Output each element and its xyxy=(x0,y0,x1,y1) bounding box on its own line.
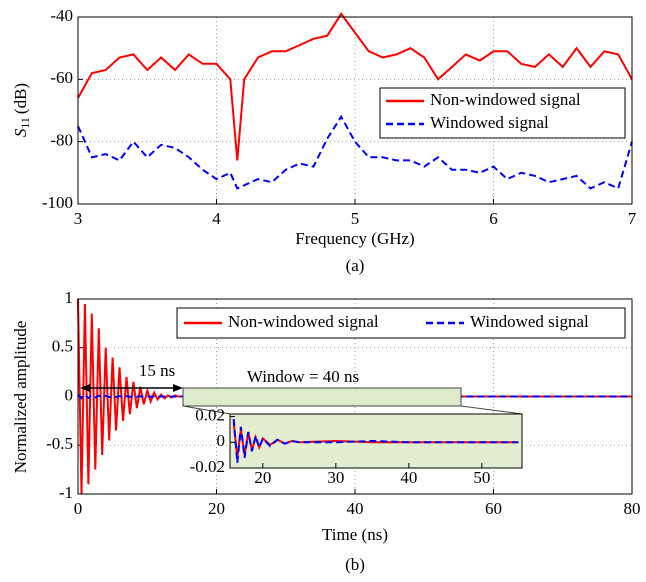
axes-frame xyxy=(77,298,633,495)
connector xyxy=(460,405,523,415)
series-line xyxy=(77,12,633,161)
y-tick-label: 0.02 xyxy=(195,405,225,424)
window-annotation: 15 ns Window = 40 ns xyxy=(80,361,523,415)
legend-label: Windowed signal xyxy=(470,312,589,331)
axes-frame xyxy=(77,16,633,205)
x-tick-label: 7 xyxy=(628,209,637,228)
x-axis-label: Frequency (GHz) xyxy=(295,229,414,248)
x-tick-label: 20 xyxy=(208,499,225,518)
series-line xyxy=(77,393,632,400)
annotation: 15 ns xyxy=(139,361,175,380)
y-tick-label: -0.5 xyxy=(46,434,73,453)
y-label-unit: (dB) xyxy=(11,83,30,114)
legend-box xyxy=(379,87,626,139)
x-tick-label: 0 xyxy=(74,499,83,518)
caption: (b) xyxy=(345,555,365,574)
y-tick-label: 0 xyxy=(217,431,226,450)
x-tick-label: 6 xyxy=(489,209,498,228)
y-tick-label: -100 xyxy=(42,193,73,212)
y-tick-label: -1 xyxy=(59,483,73,502)
x-tick-label: 30 xyxy=(327,468,344,487)
y-tick-label: 1 xyxy=(65,288,74,307)
y-label-symbol: S xyxy=(11,128,30,137)
y-tick-label: -0.02 xyxy=(190,457,225,476)
legend-box xyxy=(176,307,626,339)
caption: (a) xyxy=(346,256,365,275)
x-tick-label: 5 xyxy=(351,209,360,228)
x-tick-label: 20 xyxy=(254,468,271,487)
inset: 20 30 40 50 0.02 0 -0.02 xyxy=(190,405,523,487)
annotation: Window = 40 ns xyxy=(247,367,359,386)
x-tick-label: 40 xyxy=(347,499,364,518)
x-axis-label: Time (ns) xyxy=(322,525,388,544)
y-tick-label: -40 xyxy=(50,6,73,25)
x-tick-label: 4 xyxy=(212,209,221,228)
x-tick-label: 60 xyxy=(485,499,502,518)
connector xyxy=(182,405,231,415)
x-tick-label: 80 xyxy=(624,499,641,518)
x-tick-label: 40 xyxy=(400,468,417,487)
y-tick-label: 0.5 xyxy=(52,337,73,356)
y-tick-label: -80 xyxy=(50,131,73,150)
window-box xyxy=(182,387,462,407)
legend-label: Non-windowed signal xyxy=(430,90,581,109)
legend-label: Windowed signal xyxy=(430,113,549,132)
plot-a: 3 4 5 6 7 -40 -60 -80 -100 Non-windowed signal Win… xyxy=(42,6,637,228)
x-tick-label: 3 xyxy=(74,209,83,228)
legend-label: Non-windowed signal xyxy=(228,312,379,331)
series-line xyxy=(77,114,633,190)
y-axis-label: S11 (dB) xyxy=(11,83,32,137)
y-label-subscript: 11 xyxy=(18,117,32,129)
y-tick-label: -60 xyxy=(50,68,73,87)
series-line xyxy=(232,419,519,463)
x-tick-label: 50 xyxy=(473,468,490,487)
axes-frame xyxy=(229,413,523,469)
y-tick-label: 0 xyxy=(65,385,74,404)
y-axis-label: Normalized amplitude xyxy=(11,321,30,473)
